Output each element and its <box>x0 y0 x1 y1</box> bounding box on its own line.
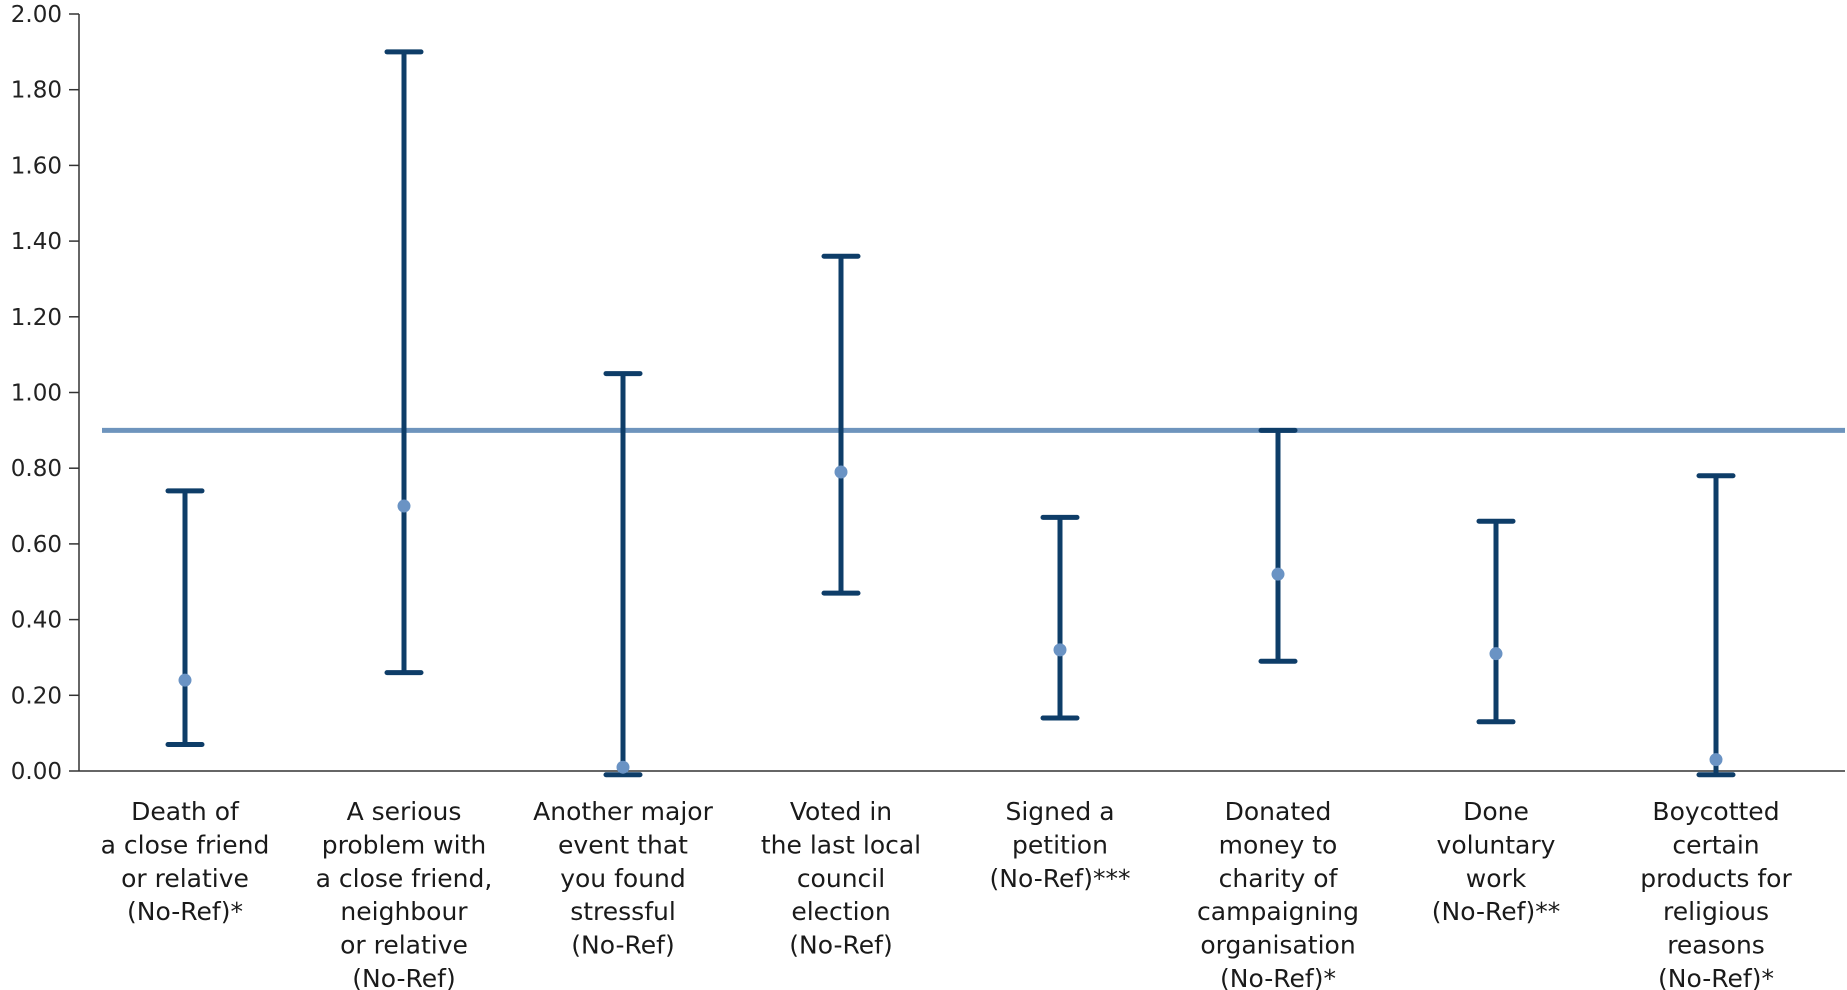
category-label: Signed a petition (No-Ref)*** <box>990 797 1131 893</box>
error-bar <box>1696 473 1736 778</box>
category-label-line: stressful <box>570 897 676 926</box>
category-label-line: certain <box>1672 830 1759 859</box>
category-label: Voted in the last local council election (No… <box>761 797 921 960</box>
category-label-line: petition <box>1012 830 1108 859</box>
estimate-point <box>1709 753 1723 767</box>
category-label-line: reasons <box>1667 931 1765 960</box>
estimate-point <box>1271 567 1285 581</box>
category-label-line: council <box>797 864 885 893</box>
estimate-point <box>616 760 630 774</box>
y-tick-label: 0.20 <box>11 683 62 709</box>
category-label: Boycotted certain products for religious rea… <box>1640 797 1792 990</box>
estimate-point <box>1053 643 1067 657</box>
category-label: Done voluntary work (No-Ref)** <box>1432 797 1560 926</box>
category-label-line: voluntary <box>1437 830 1556 859</box>
estimate-point <box>178 673 192 687</box>
category-label-line: (No-Ref)*** <box>990 864 1131 893</box>
error-bar <box>821 253 861 596</box>
category-label-line: Boycotted <box>1652 797 1779 826</box>
category-label-line: organisation <box>1200 931 1355 960</box>
category-label-line: a close friend <box>101 830 270 859</box>
category-label-line: the last local <box>761 830 921 859</box>
category-label-line: (No-Ref)* <box>127 897 243 926</box>
category-label-line: Death of <box>131 797 240 826</box>
category-label-line: money to <box>1219 830 1338 859</box>
y-tick-label: 0.80 <box>11 456 62 482</box>
category-label-line: charity of <box>1219 864 1339 893</box>
category-label-line: Done <box>1463 797 1529 826</box>
category-label-line: or relative <box>121 864 249 893</box>
y-tick-label: 1.80 <box>11 78 62 104</box>
category-label-line: election <box>791 897 890 926</box>
category-label-line: (No-Ref) <box>352 964 455 990</box>
y-axis: 0.00 0.20 0.40 0.60 0.80 1.00 1.20 1.40 1.60 1.80… <box>11 2 80 785</box>
error-bar <box>1476 518 1516 725</box>
y-tick-label: 1.00 <box>11 381 62 407</box>
category-label: Another major event that you found stressfu… <box>533 797 713 960</box>
error-bars <box>165 49 1736 778</box>
category-label-line: neighbour <box>340 897 468 926</box>
category-label-line: you found <box>560 864 686 893</box>
category-labels: Death of a close friend or relative (No-Ref… <box>101 797 1793 990</box>
error-bar <box>384 49 424 676</box>
error-bar <box>1040 514 1080 721</box>
y-tick-label: 0.40 <box>11 608 62 634</box>
y-tick-label: 2.00 <box>11 2 62 28</box>
error-bar <box>165 488 205 748</box>
category-label-line: work <box>1466 864 1527 893</box>
category-label: Death of a close friend or relative (No-Ref… <box>101 797 270 926</box>
error-bar <box>603 371 643 778</box>
category-label: A serious problem with a close friend, neig… <box>316 797 493 990</box>
category-label-line: campaigning <box>1197 897 1359 926</box>
y-tick-label: 1.40 <box>11 229 62 255</box>
category-label-line: products for <box>1640 864 1792 893</box>
category-label-line: (No-Ref)* <box>1220 964 1336 990</box>
category-label-line: Signed a <box>1005 797 1114 826</box>
category-label: Donated money to charity of campaigning orga… <box>1197 797 1359 990</box>
category-label-line: Voted in <box>790 797 892 826</box>
category-label-line: or relative <box>340 931 468 960</box>
estimate-point <box>834 465 848 479</box>
estimate-point <box>1489 647 1503 661</box>
category-label-line: a close friend, <box>316 864 493 893</box>
category-label-line: problem with <box>322 830 486 859</box>
category-label-line: Donated <box>1225 797 1332 826</box>
y-tick-label: 0.60 <box>11 532 62 558</box>
y-tick-label: 1.20 <box>11 305 62 331</box>
error-bar <box>1258 427 1298 664</box>
category-label-line: Another major <box>533 797 713 826</box>
estimate-point <box>397 499 411 513</box>
category-label-line: (No-Ref)* <box>1658 964 1774 990</box>
category-label-line: (No-Ref) <box>789 931 892 960</box>
y-tick-label: 0.00 <box>11 759 62 785</box>
category-label-line: A serious <box>347 797 462 826</box>
category-label-line: religious <box>1663 897 1769 926</box>
category-label-line: (No-Ref)** <box>1432 897 1560 926</box>
y-tick-label: 1.60 <box>11 153 62 179</box>
category-label-line: (No-Ref) <box>571 931 674 960</box>
category-label-line: event that <box>558 830 688 859</box>
